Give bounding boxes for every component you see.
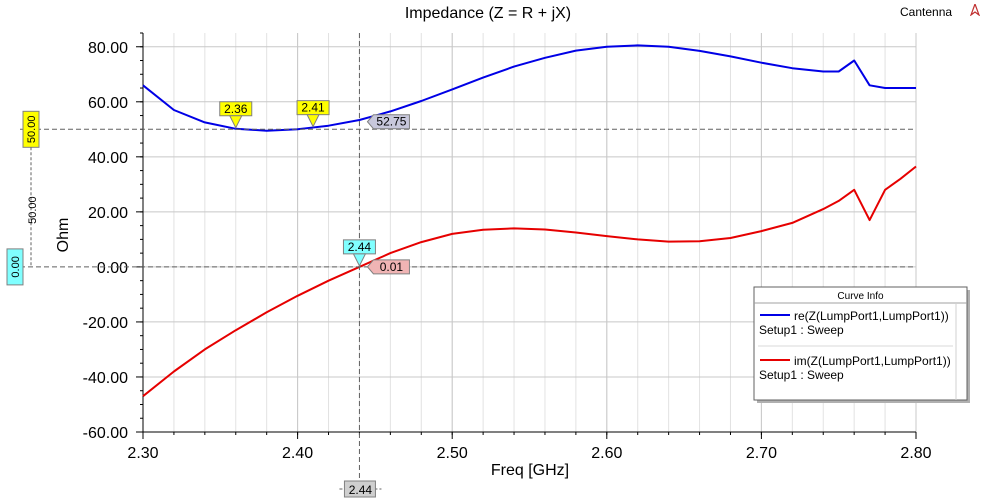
marker-pointer (352, 253, 367, 267)
legend-series-name: im(Z(LumpPort1,LumpPort1)) (794, 354, 951, 368)
y-tick-label: 80.00 (88, 40, 128, 57)
cursor-readout: 0.01 (366, 259, 410, 275)
marker-pointer (306, 114, 320, 128)
y-tick-label: 40.00 (88, 150, 128, 167)
marker[interactable]: 2.44 (342, 239, 376, 267)
cursor-x-label-box[interactable] (343, 480, 376, 498)
y-tick-label: 60.00 (88, 95, 128, 112)
x-tick-label: 2.70 (746, 445, 777, 462)
y-tick-label: 0.00 (97, 260, 128, 277)
cursor-y-label-text: 50.00 (26, 116, 38, 144)
cursor-readout-box (366, 114, 410, 130)
cursor-y-label-text: 0.00 (10, 256, 22, 277)
marker-pointer (228, 115, 243, 129)
cursor-readout-value: 0.01 (380, 260, 404, 274)
chart-title: Impedance (Z = R + jX) (405, 5, 571, 22)
x-tick-label: 2.80 (900, 445, 931, 462)
cursor-readout-box (366, 259, 410, 275)
legend[interactable]: Curve Infore(Z(LumpPort1,LumpPort1))Setu… (753, 286, 970, 403)
antenna-icon (970, 4, 980, 16)
legend-series-setup: Setup1 : Sweep (759, 368, 844, 382)
marker-label: 2.44 (348, 240, 372, 254)
x-tick-label: 2.40 (282, 445, 313, 462)
delta-label: 50.00 (27, 196, 39, 224)
cursor-y-label-box (6, 248, 24, 286)
legend-title: Curve Info (837, 291, 884, 302)
y-tick-label: 20.00 (88, 205, 128, 222)
series-line-imaginary (142, 165, 917, 397)
brand-name: Cantenna (900, 5, 953, 19)
y-tick-label: -40.00 (83, 370, 128, 387)
cursor-x-label: 2.44 (349, 483, 373, 497)
x-axis-label: Freq [GHz] (491, 462, 569, 479)
x-tick-label: 2.30 (127, 445, 158, 462)
y-tick-label: -20.00 (83, 315, 128, 332)
marker[interactable]: 2.41 (296, 100, 330, 128)
legend-series-setup: Setup1 : Sweep (759, 323, 844, 337)
marker[interactable]: 2.36 (219, 101, 253, 129)
legend-series-name: re(Z(LumpPort1,LumpPort1)) (794, 309, 949, 323)
x-tick-label: 2.50 (437, 445, 468, 462)
cursor-readout-value: 52.75 (376, 115, 406, 129)
cursor-y-label[interactable]: 0.00 (6, 248, 24, 286)
cursor-y-label[interactable]: 50.00 (22, 110, 40, 148)
marker-label: 2.41 (301, 101, 325, 115)
y-axis-label: Ohm (55, 218, 72, 253)
legend-box (753, 286, 968, 401)
y-tick-label: -60.00 (83, 425, 128, 442)
marker-label: 2.36 (224, 102, 248, 116)
x-tick-label: 2.60 (591, 445, 622, 462)
cursor-readout: 52.75 (366, 114, 410, 130)
